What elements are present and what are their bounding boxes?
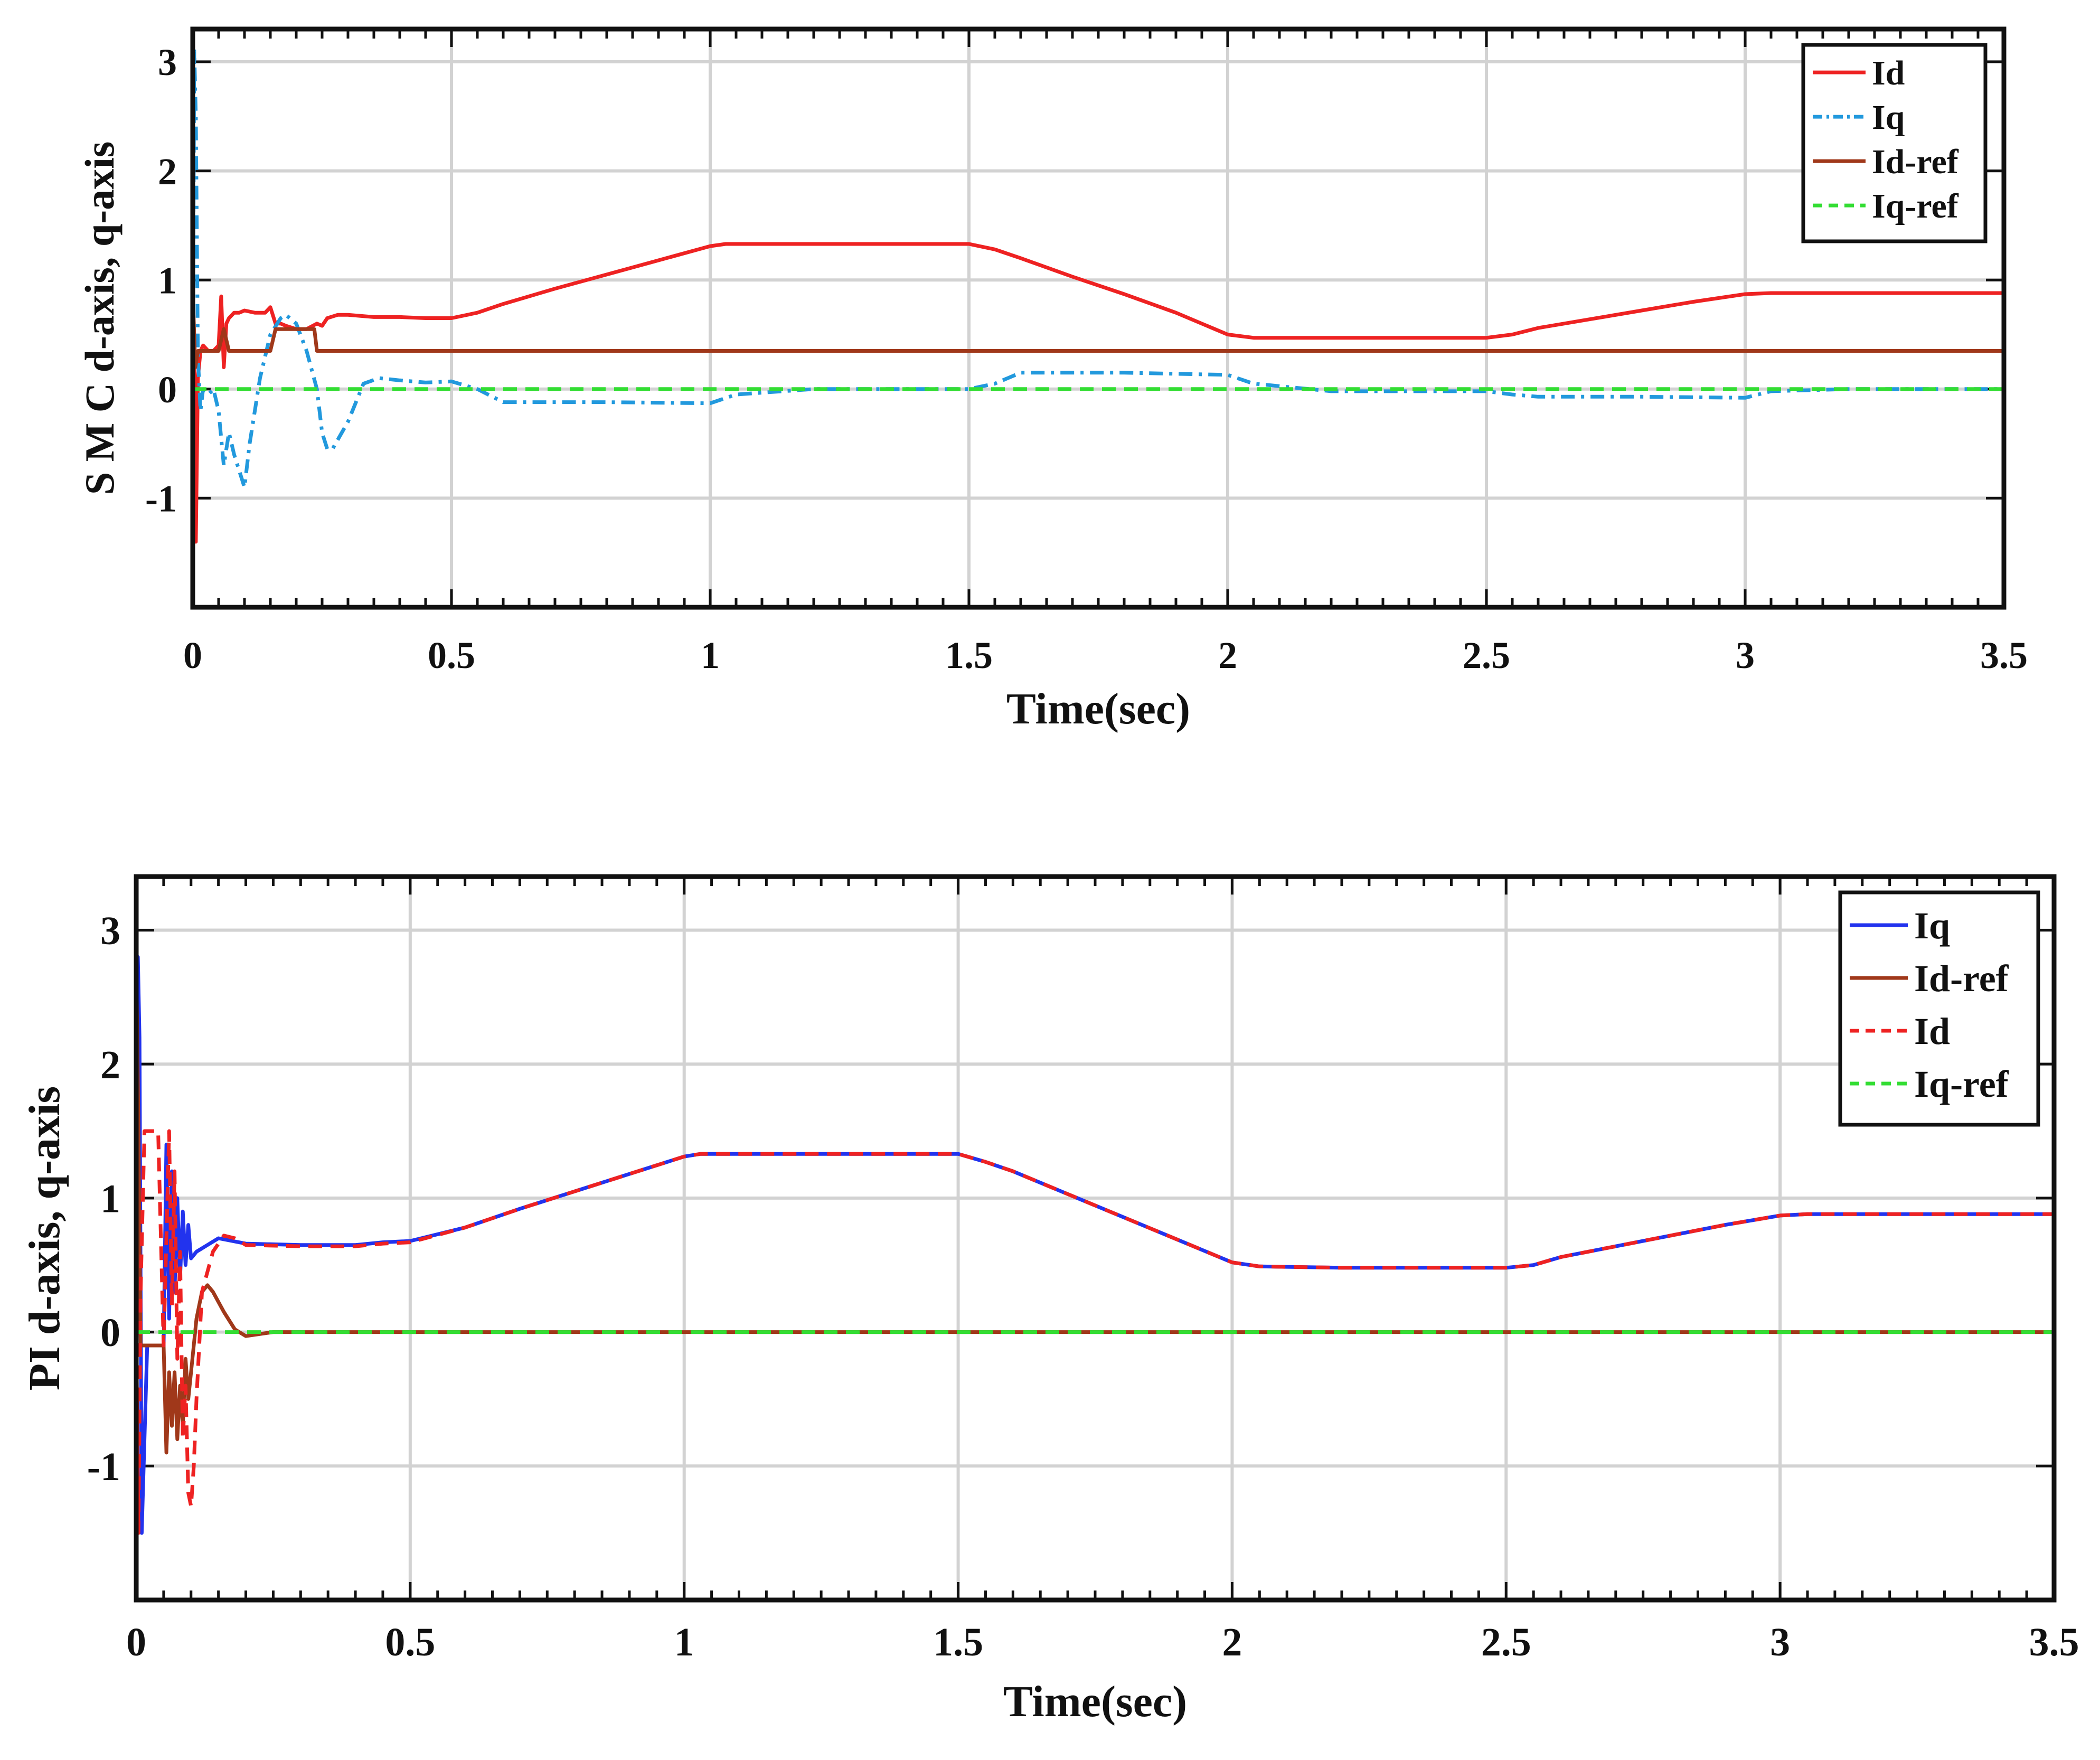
legend: Iq Id-ref Id Iq-ref — [1838, 890, 2040, 1127]
legend-label-id-ref: Id-ref — [1914, 957, 2009, 1000]
legend-label-id: Id — [1872, 54, 1905, 92]
y-tick-label: 3 — [100, 909, 120, 953]
y-tick-label: -1 — [145, 478, 177, 520]
x-tick-label: 3.5 — [1980, 634, 2028, 676]
x-tick-label: 0.5 — [385, 1620, 435, 1664]
y-tick-label: 0 — [100, 1311, 120, 1355]
y-tick-label: 2 — [158, 150, 177, 193]
plot-area — [136, 877, 2054, 1600]
x-tick-label: 3 — [1736, 634, 1755, 676]
x-axis-label: Time(sec) — [1003, 1677, 1187, 1726]
y-tick-label: 2 — [100, 1043, 120, 1087]
plot-area — [193, 29, 2004, 607]
legend-label-iq-ref: Iq-ref — [1872, 187, 1959, 225]
grid — [136, 877, 2054, 1600]
series-lines — [136, 955, 2054, 1535]
series-line-id — [136, 1129, 2054, 1535]
legend-label-iq-ref: Iq-ref — [1914, 1063, 2009, 1105]
axes-frame — [134, 874, 2057, 1603]
y-axis-label: PI d-axis, q-axis — [20, 1086, 69, 1390]
x-tick-label: 0.5 — [428, 634, 475, 676]
x-tick-label: 2 — [1222, 1620, 1242, 1664]
x-tick-label: 2.5 — [1463, 634, 1510, 676]
smc-current-chart: 0 0.5 1 1.5 2 2.5 3 3.5 -1 0 1 2 3 Time(sec) S M C d-a… — [77, 26, 2028, 733]
y-tick-label: 1 — [100, 1177, 120, 1221]
x-tick-label: 2 — [1218, 634, 1237, 676]
x-axis-label: Time(sec) — [1006, 684, 1190, 733]
legend-label-id: Id — [1914, 1010, 1950, 1052]
x-tick-label: 0 — [126, 1620, 146, 1664]
series-line-id-ref — [193, 290, 2004, 369]
legend-box — [1838, 890, 2040, 1127]
x-tick-label: 1.5 — [933, 1620, 983, 1664]
legend-box — [1801, 43, 1988, 243]
series-lines — [193, 49, 2004, 544]
series-line-iq — [136, 955, 2054, 1535]
pi-current-chart: 0 0.5 1 1.5 2 2.5 3 3.5 -1 0 1 2 3 Time(sec) PI d-axis… — [20, 874, 2079, 1726]
series-line-id — [193, 242, 2004, 544]
x-tick-label: 0 — [183, 634, 202, 676]
legend: Id Iq Id-ref Iq-ref — [1801, 43, 1988, 243]
y-axis-label: S M C d-axis, q-axis — [77, 142, 123, 495]
legend-label-iq: Iq — [1914, 905, 1950, 947]
x-tick-label: 3.5 — [2029, 1620, 2079, 1664]
x-tick-label: 2.5 — [1481, 1620, 1531, 1664]
y-tick-label: 3 — [158, 41, 177, 83]
axes-frame — [190, 26, 2007, 610]
legend-label-iq: Iq — [1872, 98, 1905, 137]
y-tick-label: 1 — [158, 259, 177, 302]
x-tick-label: 1.5 — [945, 634, 993, 676]
x-tick-label: 3 — [1770, 1620, 1790, 1664]
y-tick-label: -1 — [87, 1445, 120, 1489]
x-tick-label: 1 — [701, 634, 720, 676]
legend-label-id-ref: Id-ref — [1872, 143, 1959, 181]
y-tick-label: 0 — [158, 369, 177, 411]
x-tick-label: 1 — [674, 1620, 694, 1664]
